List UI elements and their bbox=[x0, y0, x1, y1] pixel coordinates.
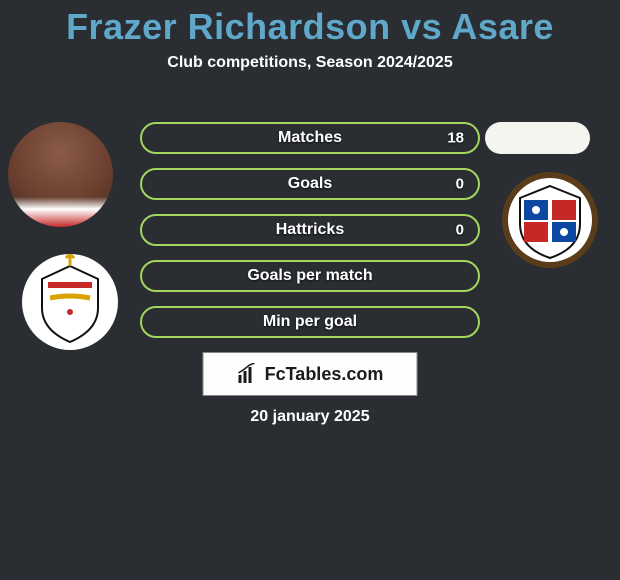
stat-value-right: 0 bbox=[456, 176, 464, 193]
fctables-logo-box: FcTables.com bbox=[203, 352, 418, 396]
stat-label: Matches bbox=[278, 129, 342, 147]
fctables-logo-text: FcTables.com bbox=[265, 364, 384, 385]
page-title: Frazer Richardson vs Asare bbox=[0, 0, 620, 48]
stat-row-goals-per-match: Goals per match bbox=[140, 260, 480, 292]
stat-row-goals: Goals 0 bbox=[140, 168, 480, 200]
stat-label: Goals bbox=[288, 175, 332, 193]
club-crest-right bbox=[500, 170, 600, 270]
stat-value-right: 0 bbox=[456, 222, 464, 239]
stat-label: Goals per match bbox=[247, 267, 372, 285]
stat-row-hattricks: Hattricks 0 bbox=[140, 214, 480, 246]
player-avatar-left bbox=[8, 122, 113, 227]
stat-row-matches: Matches 18 bbox=[140, 122, 480, 154]
stat-label: Min per goal bbox=[263, 313, 357, 331]
page-subtitle: Club competitions, Season 2024/2025 bbox=[0, 54, 620, 72]
stats-list: Matches 18 Goals 0 Hattricks 0 Goals per… bbox=[140, 122, 480, 352]
club-crest-left bbox=[20, 252, 120, 352]
bars-icon bbox=[237, 363, 259, 385]
date-label: 20 january 2025 bbox=[0, 408, 620, 426]
stat-row-min-per-goal: Min per goal bbox=[140, 306, 480, 338]
stat-label: Hattricks bbox=[276, 221, 344, 239]
player-avatar-right bbox=[485, 122, 590, 154]
stat-value-right: 18 bbox=[447, 130, 464, 147]
